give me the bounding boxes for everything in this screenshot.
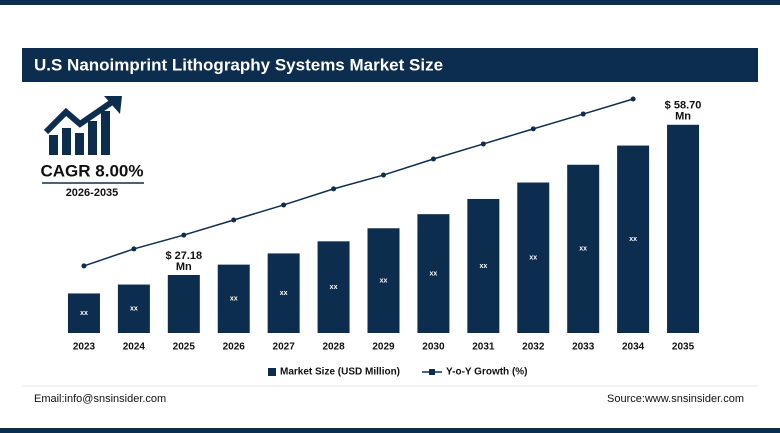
- value-label: xx: [430, 270, 438, 277]
- callout-label: Mn: [176, 261, 192, 273]
- value-label: xx: [529, 255, 537, 262]
- x-tick-label: 2026: [223, 342, 246, 353]
- growth-point: [381, 172, 386, 178]
- callout-label: $ 27.18: [165, 250, 202, 262]
- growth-line: [83, 98, 634, 267]
- x-tick-label: 2033: [572, 342, 595, 353]
- value-label: xx: [330, 284, 338, 291]
- value-label: xx: [479, 263, 487, 270]
- x-tick-label: 2030: [422, 342, 445, 353]
- x-tick-label: 2029: [372, 342, 395, 353]
- growth-point: [281, 202, 287, 208]
- bar: [417, 214, 450, 333]
- bar: [617, 145, 650, 333]
- growth-point: [131, 246, 137, 252]
- x-tick-label: 2035: [672, 342, 695, 353]
- growth-point: [181, 232, 187, 238]
- bar: [217, 264, 250, 333]
- title-banner: [22, 48, 758, 82]
- growth-point: [630, 96, 636, 102]
- value-label: xx: [380, 277, 388, 284]
- x-tick-label: 2032: [522, 342, 545, 353]
- legend-marker: [429, 369, 436, 375]
- x-tick-label: 2028: [322, 342, 345, 353]
- bar: [567, 164, 600, 333]
- bar: [267, 253, 300, 333]
- growth-point: [81, 263, 87, 269]
- legend-label: Y-o-Y Growth (%): [446, 367, 527, 378]
- bar: [467, 198, 500, 333]
- x-tick-label: 2023: [73, 342, 96, 353]
- x-tick-label: 2031: [472, 342, 495, 353]
- x-tick-label: 2024: [123, 342, 146, 353]
- growth-icon: [43, 96, 122, 155]
- cagr-label: CAGR 8.00%: [41, 161, 144, 180]
- value-label: xx: [130, 306, 138, 313]
- callout-label: $ 58.70: [665, 100, 702, 112]
- footer-email: Email:info@snsinsider.com: [34, 393, 166, 405]
- value-label: xx: [230, 296, 238, 303]
- value-label: xx: [80, 310, 88, 317]
- top-stripe: [0, 0, 780, 5]
- cagr-period: 2026-2035: [66, 187, 119, 199]
- bar: [317, 241, 350, 333]
- value-label: xx: [280, 290, 288, 297]
- x-tick-label: 2025: [173, 342, 196, 353]
- callout-label: Mn: [675, 111, 691, 123]
- bottom-stripe: [0, 428, 780, 433]
- legend-swatch: [268, 368, 276, 376]
- growth-point: [231, 217, 237, 223]
- value-label: xx: [579, 246, 587, 253]
- footer-source: Source:www.snsinsider.com: [607, 393, 744, 405]
- growth-point: [430, 156, 436, 162]
- bar: [67, 293, 100, 333]
- bar: [117, 284, 150, 333]
- growth-point: [530, 126, 536, 132]
- bar: [367, 228, 400, 333]
- plot: 2023 2024 2025 2026 2027 2028 2029 2030 2031 2032…: [67, 96, 702, 353]
- growth-point: [580, 111, 586, 117]
- value-label: xx: [629, 236, 637, 243]
- legend-label: Market Size (USD Million): [280, 367, 400, 378]
- bar: [167, 274, 200, 333]
- x-tick-label: 2034: [622, 342, 645, 353]
- chart-title: U.S Nanoimprint Lithography Systems Mark…: [34, 55, 443, 74]
- bar: [667, 124, 700, 334]
- x-tick-label: 2027: [273, 342, 296, 353]
- bar: [517, 182, 550, 333]
- legend: Market Size (USD Million) Y-o-Y Growth (%…: [268, 367, 528, 378]
- growth-point: [480, 141, 486, 147]
- growth-point: [331, 186, 337, 192]
